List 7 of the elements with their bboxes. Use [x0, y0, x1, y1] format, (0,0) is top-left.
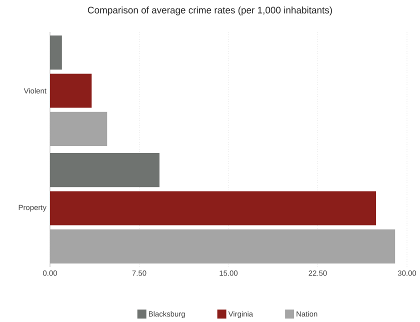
- bar: [50, 36, 62, 70]
- bar: [50, 229, 396, 264]
- bar: [50, 74, 92, 108]
- bar: [50, 153, 160, 188]
- bar: [50, 112, 108, 146]
- chart-title: Comparison of average crime rates (per 1,000 inhabitants): [88, 6, 332, 16]
- bar: [50, 191, 376, 226]
